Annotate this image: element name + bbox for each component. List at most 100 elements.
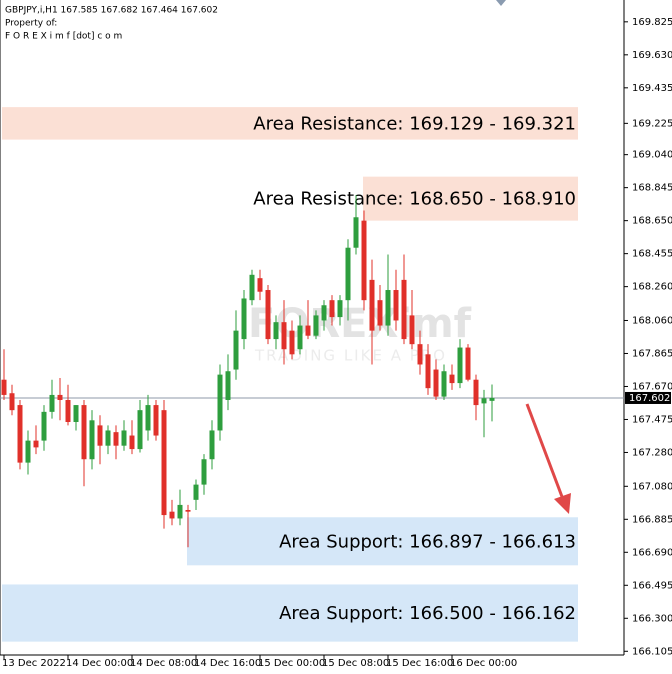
y-tick-label: 169.040 [632,150,672,161]
arrow-shaft [525,403,566,503]
candle-body [161,410,167,516]
y-tick-label: 166.495 [632,580,672,591]
zone [363,176,578,221]
chart-header: GBPJPY,i,H1 167.585 167.682 167.464 167.… [5,6,218,16]
current-price-box [625,391,671,404]
candle-body [169,511,175,519]
candle-body [177,504,183,519]
zone [2,107,578,140]
candle-body [401,279,407,340]
x-tick-label: 15 Dec 00:00 [258,658,325,669]
candle-body [209,430,215,460]
y-tick-label: 167.475 [632,414,672,425]
candle-body [449,374,455,384]
candle-body [465,347,471,380]
candle-body [193,484,199,500]
x-tick-label: 16 Dec 00:00 [450,658,517,669]
y-tick-label: 167.080 [632,481,672,492]
candle-body [17,405,23,463]
candle-body [225,371,231,401]
candle-body [417,344,423,365]
candle-body [113,432,119,446]
candle-body [257,278,263,292]
candle-body [265,290,271,340]
candle-body [137,410,143,450]
candle-body [217,374,223,431]
x-tick-label: 15 Dec 16:00 [386,658,453,669]
current-price-label: 167.602 [629,393,670,404]
candle-body [425,354,431,389]
candle-body [9,393,15,411]
candle-body [289,330,295,355]
zones [2,107,578,642]
x-tick-label: 13 Dec 2022 [2,658,66,669]
arrow-head [554,493,571,514]
y-tick-label: 166.105 [632,646,672,657]
candle-body [97,425,103,446]
candle-body [489,397,495,401]
candle-body [313,315,319,336]
zone [187,517,578,566]
candle-body [369,279,375,331]
candle-body [25,440,31,463]
candle-body [393,290,399,321]
candle-body [409,315,415,345]
candle-body [337,300,343,318]
shift-marker [496,0,506,6]
candle-body [249,274,255,301]
candle-body [65,400,71,423]
x-tick-label: 14 Dec 16:00 [194,658,261,669]
candle-body [345,247,351,301]
candle-body [457,347,463,384]
candle-body [153,405,159,436]
candle-body [33,440,39,448]
candle-body [481,398,487,404]
candle-body [353,217,359,248]
candle-body [305,325,311,336]
y-tick-label: 168.455 [632,249,672,260]
property-site: F O R E X i m f [dot] c o m [5,32,122,42]
y-tick-label: 166.300 [632,613,672,624]
candle-body [441,371,447,397]
candle-body [73,405,79,423]
candle-body [281,322,287,350]
y-tick-label: 169.825 [632,17,672,28]
y-tick-label: 169.225 [632,118,672,129]
property-label: Property of: [5,19,57,29]
candle-body [297,325,303,350]
candle-body [105,430,111,446]
x-tick-label: 14 Dec 08:00 [130,658,197,669]
candle-body [329,300,335,318]
y-tick-label: 168.845 [632,183,672,194]
y-tick-label: 166.690 [632,547,672,558]
zone-label: Area Resistance: 168.650 - 168.910 [253,189,576,210]
candle-body [121,430,127,446]
candle-body [185,509,191,512]
candle-body [57,394,63,401]
zone-label: Area Support: 166.500 - 166.162 [279,603,576,624]
candle-body [145,405,151,431]
candle-body [201,459,207,485]
y-tick-label: 169.630 [632,50,672,61]
watermark-tagline: TRADING LIKE A PRO [254,347,447,365]
y-tick-label: 167.670 [632,381,672,392]
y-tick-label: 168.060 [632,315,672,326]
y-tick-label: 167.865 [632,348,672,359]
candle-body [41,411,47,441]
zone-label: Area Support: 166.897 - 166.613 [279,531,576,552]
y-tick-label: 168.260 [632,282,672,293]
candle-body [321,305,327,321]
x-tick-label: 14 Dec 00:00 [66,658,133,669]
candle-body [377,300,383,326]
candle-body [241,298,247,340]
x-tick-label: 15 Dec 08:00 [322,658,389,669]
candle-body [129,435,135,450]
candle-body [361,220,367,301]
zone-label: Area Resistance: 169.129 - 169.321 [253,113,576,134]
candle-body [385,290,391,326]
candle-body [1,379,7,395]
candle-body [473,379,479,406]
zone [2,584,578,642]
